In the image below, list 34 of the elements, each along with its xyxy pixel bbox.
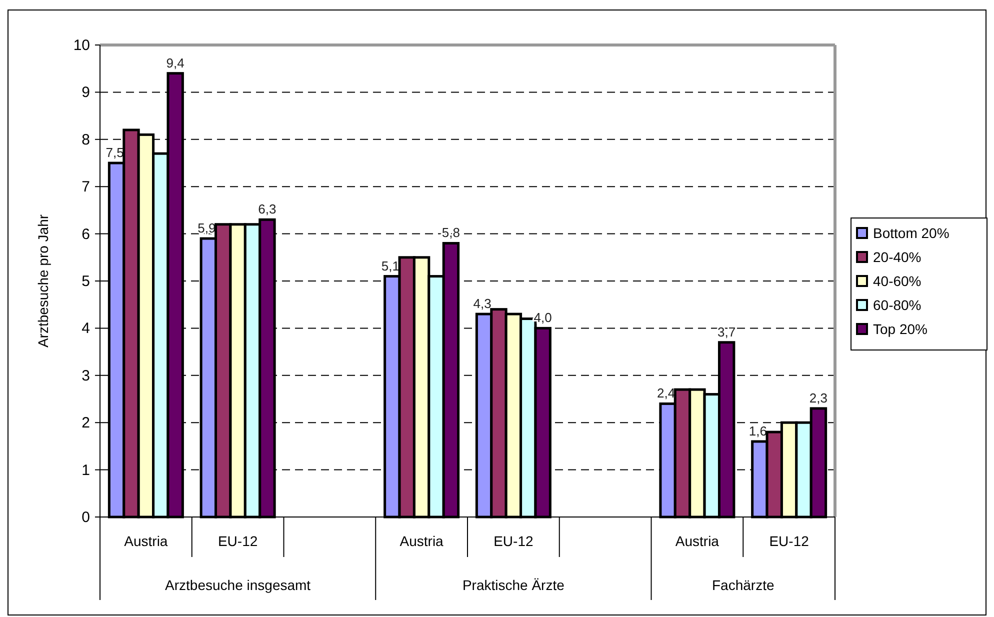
x-tick-label: EU-12	[769, 533, 810, 549]
data-label: 2,4	[657, 386, 676, 401]
x-tick-label: Austria	[124, 533, 168, 549]
y-tick-label: 5	[82, 273, 90, 290]
legend-label: Top 20%	[873, 321, 928, 337]
y-tick-label: 7	[82, 178, 90, 196]
y-tick-label: 2	[82, 414, 90, 432]
x-tick-label: Austria	[400, 533, 444, 549]
y-tick-label: 1	[82, 462, 90, 479]
y-tick-label: 8	[82, 131, 90, 148]
legend-label: 60-80%	[873, 297, 922, 313]
legend-label: 40-60%	[873, 273, 922, 289]
data-label: 4,0	[534, 310, 552, 326]
text: Fachärzte	[712, 577, 774, 593]
data-label: 1,6	[748, 423, 768, 438]
x-tick-label: EU-12	[218, 533, 258, 549]
data-label: 3,7	[718, 324, 736, 340]
data-label: 2,3	[809, 390, 828, 406]
legend-label: Bottom 20%	[873, 225, 950, 241]
y-tick-label: 10	[73, 37, 90, 54]
text: Arztbesuche insgesamt	[165, 577, 311, 593]
text: Praktische Ärzte	[462, 577, 565, 593]
x-tick-label: Austria	[675, 533, 720, 549]
data-label: 9,4	[166, 55, 184, 70]
y-tick-label: 6	[82, 226, 90, 243]
x-tick-label: EU-12	[494, 533, 534, 549]
y-tick-label: 3	[82, 367, 90, 384]
legend-label: 20-40%	[873, 249, 922, 265]
y-tick-label: 4	[82, 320, 90, 338]
y-tick-label: 0	[82, 509, 90, 526]
y-axis-title: Arztbesuche pro Jahr	[35, 214, 51, 348]
data-label: 4,3	[473, 296, 492, 312]
y-tick-label: 9	[82, 84, 90, 102]
data-label: 6,3	[258, 202, 276, 217]
